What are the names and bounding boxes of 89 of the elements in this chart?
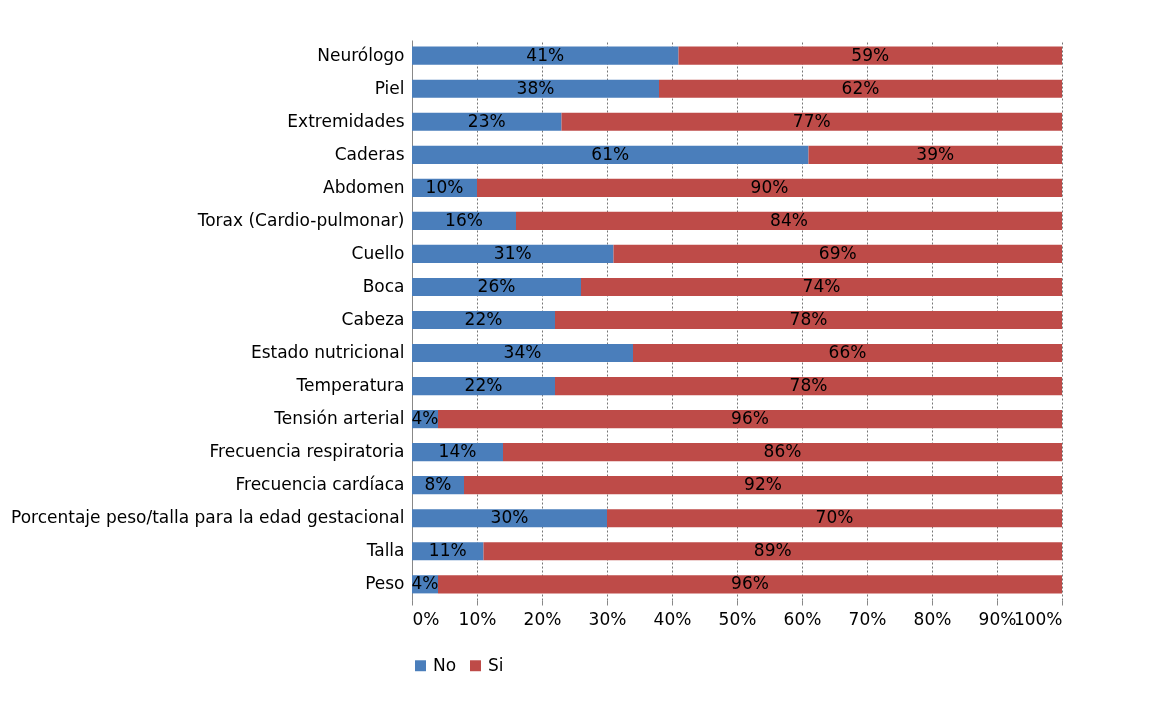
bar	[412, 343, 633, 363]
data-label: 78%	[789, 309, 828, 329]
data-label: 84%	[770, 209, 808, 230]
x-tick-label: 40%	[653, 608, 692, 629]
bar	[659, 79, 1062, 98]
data-label: 31%	[493, 242, 532, 263]
legend-label: Si	[488, 654, 504, 675]
bar	[464, 476, 1062, 495]
bar	[412, 376, 555, 396]
bar	[613, 244, 1062, 264]
data-label: 14%	[438, 441, 477, 462]
x-tick-label: 0%	[412, 608, 440, 629]
data-label: 66%	[828, 342, 867, 363]
y-tick-label: Neurólogo	[317, 44, 405, 65]
bar	[412, 112, 562, 131]
legend-label: No	[433, 654, 457, 675]
x-tick-label: 10%	[458, 608, 497, 629]
data-label: 30%	[490, 507, 529, 528]
data-label: 62%	[841, 77, 880, 98]
data-label: 22%	[464, 309, 503, 329]
bar	[607, 509, 1062, 528]
y-tick-label: Cuello	[351, 242, 405, 263]
data-label: 89%	[753, 540, 792, 561]
bar	[808, 145, 1062, 164]
bar	[477, 178, 1062, 197]
y-tick-label: Peso	[365, 573, 405, 594]
data-label: 96%	[731, 573, 769, 594]
data-label: 86%	[763, 441, 802, 462]
bar	[412, 79, 659, 98]
x-tick-label: 30%	[588, 608, 627, 629]
data-label: 78%	[789, 375, 828, 396]
data-label: 11%	[428, 540, 467, 561]
data-label: 41%	[526, 44, 565, 65]
y-tick-label: Abdomen	[323, 176, 405, 197]
data-label: 69%	[818, 242, 857, 263]
x-tick-label: 60%	[783, 608, 822, 629]
x-tick-label: 50%	[718, 608, 757, 629]
data-label: 4%	[411, 408, 439, 429]
x-tick-label: 80%	[913, 608, 952, 629]
data-label: 26%	[477, 275, 516, 296]
data-label: 92%	[744, 474, 782, 495]
data-label: 4%	[411, 573, 439, 594]
bar	[412, 46, 679, 65]
bar	[561, 112, 1062, 131]
y-tick-label: Boca	[362, 275, 405, 296]
y-tick-label: Piel	[374, 77, 405, 98]
y-tick-label: Extremidades	[287, 110, 405, 131]
bar	[412, 145, 809, 164]
y-tick-label: Estado nutricional	[250, 342, 405, 363]
bar	[412, 277, 581, 297]
bar	[483, 542, 1062, 561]
bar	[438, 575, 1062, 594]
bar	[412, 244, 614, 264]
data-label: 8%	[424, 474, 452, 495]
x-tick-label: 20%	[523, 608, 562, 629]
data-label: 34%	[503, 342, 542, 363]
data-label: 16%	[445, 209, 483, 230]
y-tick-label: Porcentaje peso/talla para la edad gestacional	[11, 507, 405, 528]
data-label: 70%	[815, 507, 854, 528]
y-tick-label: Talla	[365, 540, 405, 561]
data-label: 39%	[916, 143, 955, 164]
bar	[581, 277, 1062, 297]
x-tick-label: 70%	[848, 608, 887, 629]
data-label: 74%	[802, 275, 841, 296]
y-tick-label: Torax (Cardio-pulmonar)	[196, 209, 405, 230]
data-label: 23%	[467, 110, 506, 131]
data-label: 22%	[464, 375, 503, 396]
bar	[412, 509, 607, 528]
y-tick-label: Cabeza	[341, 309, 405, 329]
data-label: 10%	[425, 176, 464, 197]
data-label: 61%	[591, 143, 630, 164]
bar	[503, 443, 1062, 462]
data-label: 38%	[516, 77, 555, 98]
data-label: 59%	[851, 44, 890, 65]
y-tick-label: Temperatura	[295, 375, 405, 396]
bar	[438, 410, 1062, 429]
data-label: 96%	[731, 408, 769, 429]
bar	[555, 310, 1062, 330]
y-tick-label: Frecuencia respiratoria	[209, 441, 405, 462]
data-label: 77%	[792, 110, 831, 131]
bar	[516, 211, 1062, 230]
bar	[633, 343, 1062, 363]
y-tick-label: Caderas	[334, 143, 405, 164]
y-tick-label: Tensión arterial	[273, 408, 405, 429]
data-label: 90%	[750, 176, 789, 197]
bar	[555, 376, 1062, 396]
y-tick-label: Frecuencia cardíaca	[235, 474, 405, 495]
bar	[678, 46, 1062, 65]
bar	[412, 310, 555, 330]
